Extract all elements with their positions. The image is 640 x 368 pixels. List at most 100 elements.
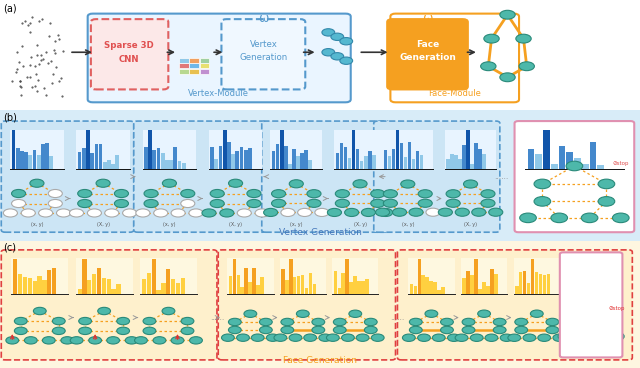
Circle shape bbox=[470, 334, 483, 342]
Bar bbox=[589, 142, 596, 169]
Text: (x, y): (x, y) bbox=[31, 222, 43, 227]
Circle shape bbox=[379, 208, 393, 216]
Bar bbox=[99, 144, 102, 169]
Bar bbox=[252, 268, 256, 294]
Bar bbox=[83, 259, 86, 294]
Circle shape bbox=[440, 326, 453, 334]
Text: ω: ω bbox=[422, 12, 433, 25]
FancyBboxPatch shape bbox=[397, 250, 632, 360]
Bar bbox=[454, 155, 458, 169]
Bar bbox=[346, 259, 349, 294]
Circle shape bbox=[274, 334, 287, 342]
Text: ......: ...... bbox=[211, 313, 225, 322]
Bar bbox=[227, 258, 273, 296]
Bar bbox=[281, 269, 285, 294]
Circle shape bbox=[48, 190, 62, 198]
Circle shape bbox=[181, 327, 194, 335]
Bar bbox=[353, 276, 357, 294]
Bar bbox=[551, 164, 557, 169]
Bar bbox=[180, 278, 185, 294]
Text: (x, y): (x, y) bbox=[401, 222, 414, 227]
Bar bbox=[412, 159, 415, 169]
Circle shape bbox=[598, 197, 615, 206]
Circle shape bbox=[77, 199, 92, 208]
Circle shape bbox=[410, 318, 422, 326]
Bar bbox=[42, 280, 47, 294]
Bar bbox=[276, 144, 280, 169]
Bar bbox=[577, 280, 581, 293]
Bar bbox=[77, 152, 81, 169]
Circle shape bbox=[534, 179, 550, 189]
Circle shape bbox=[523, 334, 536, 342]
Circle shape bbox=[433, 334, 445, 342]
Bar bbox=[189, 63, 199, 68]
Bar bbox=[332, 258, 378, 296]
FancyBboxPatch shape bbox=[88, 14, 351, 102]
Bar bbox=[292, 149, 296, 169]
Text: ⊘stop: ⊘stop bbox=[612, 161, 629, 166]
Text: Generation: Generation bbox=[399, 53, 456, 62]
Circle shape bbox=[516, 34, 531, 43]
Bar bbox=[289, 259, 292, 294]
Circle shape bbox=[462, 318, 475, 326]
Bar bbox=[597, 289, 600, 293]
Bar bbox=[388, 156, 391, 169]
Bar bbox=[210, 147, 214, 169]
Circle shape bbox=[143, 327, 156, 335]
Bar bbox=[45, 142, 49, 169]
Bar bbox=[285, 280, 289, 294]
Circle shape bbox=[371, 334, 384, 342]
Bar bbox=[115, 155, 119, 169]
Bar bbox=[214, 159, 218, 169]
Circle shape bbox=[144, 190, 158, 198]
Bar bbox=[527, 283, 531, 294]
Circle shape bbox=[154, 209, 168, 217]
Bar bbox=[547, 274, 550, 294]
Circle shape bbox=[500, 73, 515, 82]
Circle shape bbox=[52, 317, 65, 325]
Bar bbox=[515, 286, 518, 294]
Circle shape bbox=[255, 209, 269, 217]
Bar bbox=[244, 150, 248, 169]
Circle shape bbox=[515, 326, 527, 334]
Circle shape bbox=[33, 307, 46, 315]
Bar bbox=[349, 282, 353, 294]
Bar bbox=[342, 273, 345, 294]
Circle shape bbox=[561, 334, 573, 342]
Bar bbox=[33, 281, 37, 294]
Bar bbox=[333, 271, 337, 294]
Bar bbox=[236, 151, 239, 169]
Circle shape bbox=[333, 326, 346, 334]
Circle shape bbox=[98, 307, 111, 315]
Circle shape bbox=[79, 317, 92, 325]
Bar bbox=[348, 158, 351, 169]
Bar bbox=[200, 58, 209, 63]
Bar bbox=[272, 151, 275, 169]
Circle shape bbox=[12, 190, 26, 198]
Bar bbox=[305, 288, 308, 294]
Bar bbox=[404, 157, 407, 169]
Bar bbox=[543, 275, 547, 294]
Circle shape bbox=[340, 57, 353, 64]
Bar bbox=[433, 282, 437, 294]
Circle shape bbox=[271, 190, 285, 198]
Bar bbox=[559, 146, 566, 169]
Bar bbox=[13, 259, 17, 294]
Circle shape bbox=[447, 334, 460, 342]
Circle shape bbox=[228, 318, 241, 326]
Circle shape bbox=[362, 208, 376, 216]
Circle shape bbox=[312, 318, 324, 326]
Text: ......: ...... bbox=[494, 172, 508, 181]
Bar bbox=[334, 130, 386, 170]
Bar bbox=[513, 258, 560, 296]
Bar bbox=[182, 163, 186, 169]
Circle shape bbox=[371, 199, 385, 208]
Circle shape bbox=[484, 34, 499, 43]
Bar bbox=[33, 150, 36, 169]
Circle shape bbox=[612, 213, 629, 223]
Bar bbox=[482, 282, 486, 294]
Bar bbox=[189, 58, 199, 63]
Bar bbox=[293, 277, 296, 294]
Circle shape bbox=[271, 199, 285, 208]
Circle shape bbox=[481, 190, 495, 198]
